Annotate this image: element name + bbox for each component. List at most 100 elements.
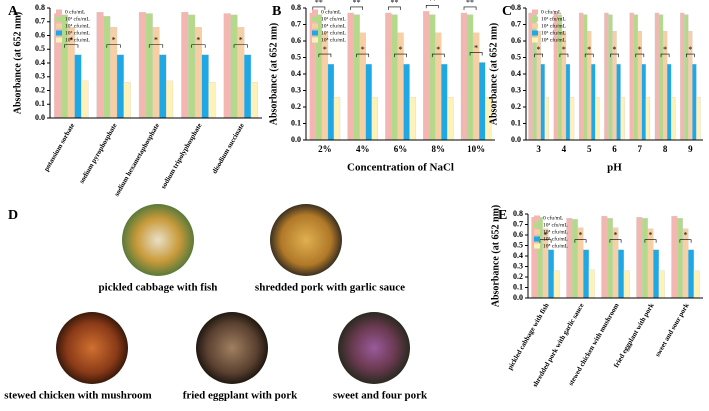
- legend-swatch: [56, 37, 62, 43]
- legend-label: 10⁴ cfu/mL: [543, 228, 569, 235]
- axis-frame: [527, 214, 703, 299]
- axis-frame: [305, 8, 495, 141]
- y-tick-label: 0.5: [513, 240, 523, 249]
- bar: [641, 218, 648, 299]
- significance-label: *: [323, 45, 327, 54]
- bar: [159, 54, 167, 119]
- y-tick-label: 0.5: [35, 44, 45, 53]
- bar: [423, 11, 430, 141]
- x-tick-label: 8%: [432, 144, 446, 154]
- legend-label: 10⁶ cfu/mL: [65, 29, 91, 36]
- bar: [696, 96, 701, 141]
- y-tick-label: 0.1: [291, 118, 301, 127]
- y-tick-label: 0.8: [291, 3, 301, 12]
- y-tick-label: 0.6: [511, 36, 521, 45]
- x-tick-label: sodium hexametaphosphate: [113, 122, 161, 198]
- legend-swatch: [312, 16, 318, 22]
- significance-label: *: [684, 231, 688, 240]
- y-tick-label: 0.3: [511, 85, 521, 94]
- legend-swatch: [312, 30, 318, 36]
- y-tick-label: 0.1: [513, 282, 523, 291]
- significance-bracket: [318, 53, 332, 58]
- significance-bracket: [106, 44, 121, 48]
- legend-label: 10⁸ cfu/mL: [543, 242, 569, 249]
- bar: [96, 11, 104, 119]
- bar: [536, 216, 543, 299]
- legend-swatch: [534, 215, 540, 221]
- legend-swatch: [56, 16, 62, 22]
- significance-bracket: [388, 6, 401, 10]
- significance-bracket: [394, 53, 407, 58]
- dish-photo: [122, 204, 194, 276]
- y-tick-label: 0.8: [511, 3, 521, 12]
- legend-label: 0 cfu/mL: [321, 8, 342, 15]
- x-tick-label: 4%: [356, 144, 370, 154]
- significance-bracket: [312, 6, 326, 10]
- y-tick-label: 0.6: [513, 230, 523, 239]
- significance-bracket: [233, 44, 248, 48]
- x-tick-label: disodium succinate: [211, 122, 246, 175]
- legend-label: 10⁸ cfu/mL: [541, 36, 567, 43]
- legend-label: 10⁴ cfu/mL: [541, 22, 567, 29]
- x-tick-label: 6%: [394, 144, 408, 154]
- y-tick-label: 0.0: [513, 293, 523, 302]
- bar: [653, 249, 660, 299]
- y-axis-label: Absorbance (at 652 nm): [488, 23, 499, 126]
- legend-label: 10² cfu/mL: [65, 15, 90, 22]
- bar: [578, 12, 584, 141]
- bar: [629, 12, 634, 141]
- bar: [116, 54, 124, 119]
- bar: [582, 14, 588, 141]
- bar: [208, 82, 216, 119]
- x-tick-label: 2%: [318, 144, 332, 154]
- bar: [616, 63, 621, 141]
- significance-bracket: [610, 53, 619, 58]
- dish-caption: shredded pork with garlic sauce: [255, 282, 405, 294]
- significance-bracket: [635, 53, 645, 58]
- dish-photo: [338, 312, 410, 384]
- x-tick-label: potassium sorbate: [42, 122, 76, 173]
- bar: [666, 63, 672, 141]
- bar: [620, 96, 625, 141]
- significance-bracket: [148, 44, 164, 48]
- legend-swatch: [534, 229, 540, 235]
- y-tick-label: 0.4: [35, 58, 45, 67]
- legend-label: 0 cfu/mL: [65, 8, 86, 15]
- significance-bracket: [356, 53, 370, 58]
- bar: [391, 14, 398, 141]
- y-tick-label: 0.7: [511, 19, 521, 28]
- significance-bracket: [469, 52, 483, 56]
- bar: [429, 14, 436, 141]
- y-tick-label: 0.2: [513, 272, 523, 281]
- bar: [327, 63, 335, 141]
- bar: [333, 96, 341, 141]
- bar: [466, 14, 474, 141]
- bar: [601, 215, 608, 299]
- x-tick-label: sodium tripolyphosphate: [159, 122, 203, 191]
- legend-swatch: [532, 37, 538, 43]
- bar: [353, 14, 360, 141]
- bar: [347, 12, 354, 141]
- dish-caption: pickled cabbage with fish: [99, 282, 218, 294]
- significance-label: *: [562, 45, 566, 54]
- significance-bracket: [679, 239, 692, 243]
- legend-swatch: [56, 23, 62, 29]
- bar: [201, 54, 209, 119]
- y-tick-label: 0.1: [35, 99, 45, 108]
- legend-label: 0 cfu/mL: [543, 214, 564, 221]
- significance-bracket: [559, 53, 569, 58]
- bar: [671, 215, 678, 299]
- bar: [166, 80, 174, 119]
- bar: [250, 82, 258, 119]
- legend-label: 10⁴ cfu/mL: [321, 22, 347, 29]
- significance-label: *: [579, 231, 583, 240]
- legend-label: 10⁴ cfu/mL: [65, 22, 91, 29]
- legend-swatch: [312, 23, 318, 29]
- bar: [623, 270, 630, 299]
- y-tick-label: 0.0: [511, 135, 521, 144]
- significance-label: *: [399, 45, 403, 54]
- y-tick-label: 0.4: [291, 69, 301, 78]
- y-axis-label: Absorbance (at 652 nm): [268, 23, 279, 126]
- bar: [636, 216, 643, 299]
- panel-label: B: [272, 4, 281, 19]
